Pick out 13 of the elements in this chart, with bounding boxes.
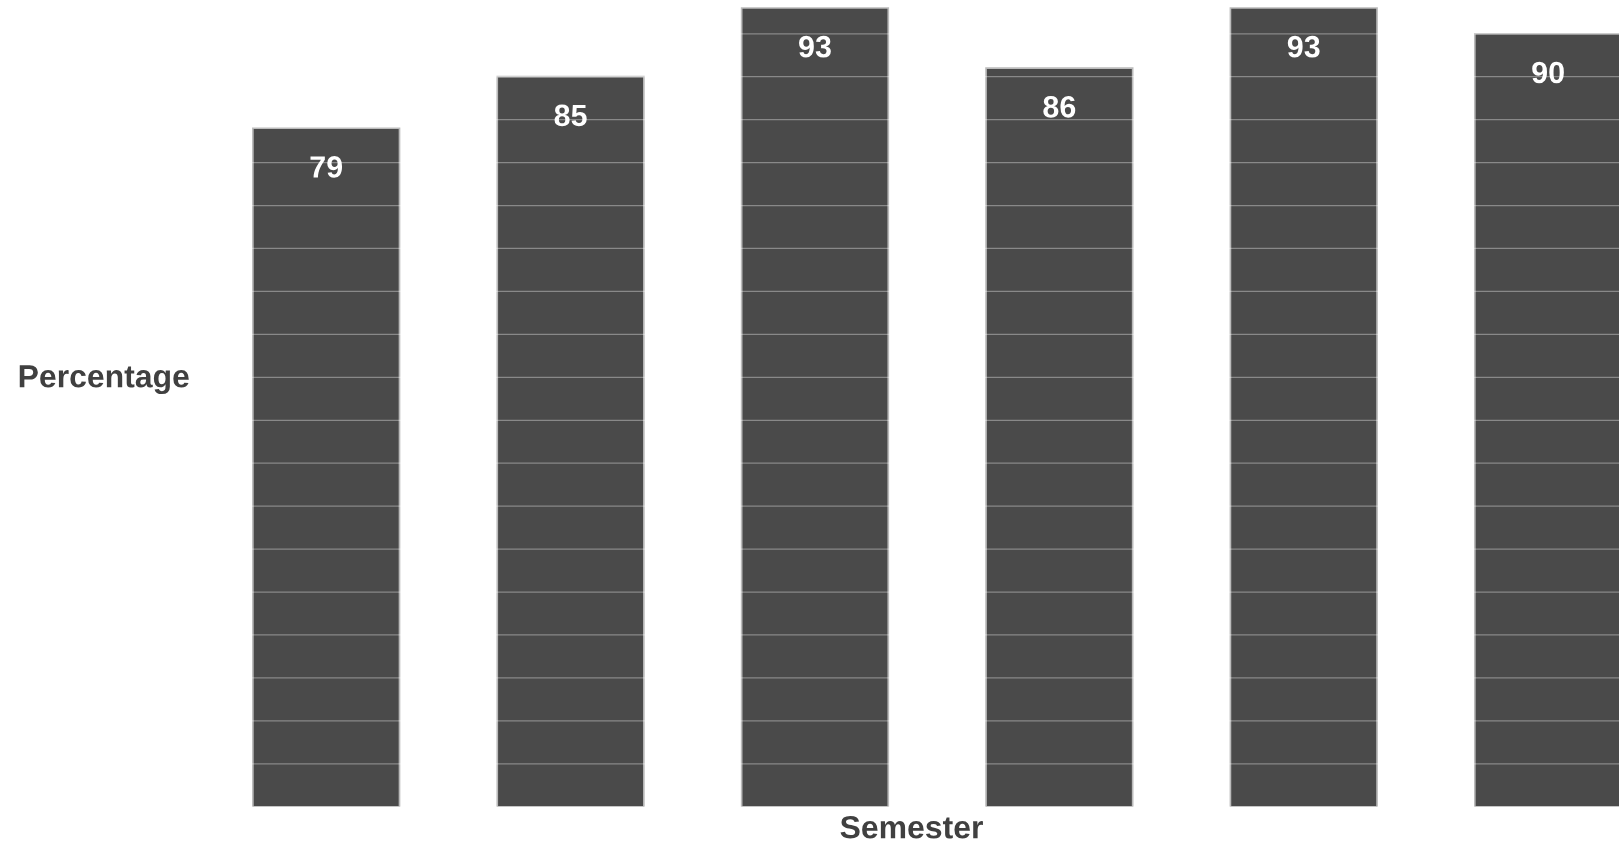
data-label: 79 <box>310 156 343 178</box>
bar <box>985 67 1134 807</box>
bar <box>1229 7 1378 807</box>
bar <box>252 127 401 807</box>
data-label: 93 <box>1287 35 1320 58</box>
bar <box>496 75 645 807</box>
data-label: 93 <box>799 35 831 58</box>
y-axis-title: Percentage <box>19 365 189 395</box>
bar <box>740 7 890 807</box>
data-label: 86 <box>1043 95 1076 118</box>
data-label: 90 <box>1532 61 1564 84</box>
x-axis-title: Semester <box>840 815 983 839</box>
data-label: 85 <box>554 104 587 127</box>
